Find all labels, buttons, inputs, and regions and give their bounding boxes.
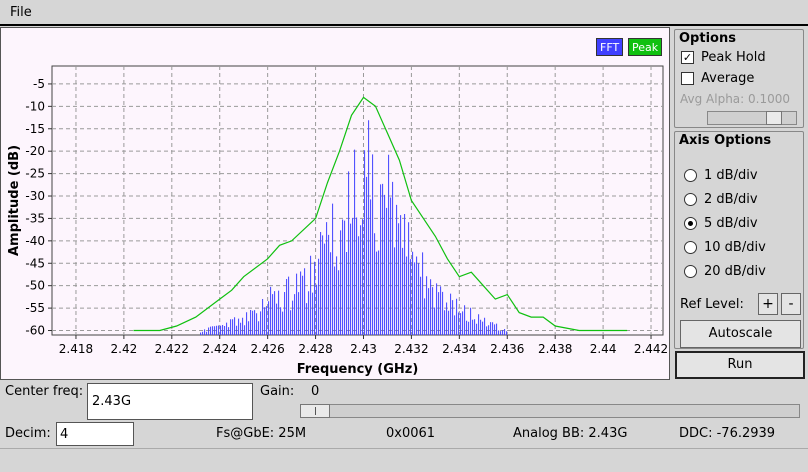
x-tick-label: 2.422: [155, 342, 189, 356]
x-tick-label: 2.43: [350, 342, 377, 356]
y-tick-label: -50: [25, 279, 45, 293]
options-title: Options: [679, 31, 736, 46]
x-tick-label: 2.428: [298, 342, 332, 356]
x-tick-label: 2.432: [394, 342, 428, 356]
x-tick-label: 2.434: [442, 342, 476, 356]
x-tick-label: 2.424: [203, 342, 237, 356]
peak-hold-label: Peak Hold: [701, 50, 766, 65]
radio-icon[interactable]: [684, 241, 697, 254]
file-menu[interactable]: File: [10, 5, 32, 20]
status-bar: [0, 448, 808, 472]
dbdiv-radio-label: 10 dB/div: [704, 240, 766, 255]
ref-level-minus-button[interactable]: -: [781, 293, 801, 315]
avg-alpha-slider-handle[interactable]: [766, 111, 782, 125]
avg-alpha-label: Avg Alpha: 0.1000: [680, 92, 791, 106]
peak-series: [133, 96, 628, 332]
y-tick-label: -55: [25, 301, 45, 315]
x-tick-label: 2.42: [111, 342, 138, 356]
y-tick-label: -25: [25, 167, 45, 181]
spectrum-chart: 2.418 2.42 2.422 2.424 2.426 2.428 2.43 2.432 2.…: [7, 65, 668, 377]
y-tick-label: -40: [25, 234, 45, 248]
decim-input[interactable]: [56, 422, 134, 446]
x-tick-label: 2.426: [250, 342, 284, 356]
x-tick-label: 2.436: [490, 342, 524, 356]
x-axis-label: Frequency (GHz): [297, 362, 419, 377]
center-freq-label: Center freq:: [5, 384, 84, 399]
fs-status: Fs@GbE: 25M: [216, 426, 307, 441]
run-button[interactable]: Run: [675, 351, 805, 379]
y-tick-label: -60: [25, 324, 45, 338]
autoscale-button[interactable]: Autoscale: [680, 320, 801, 348]
legend-peak: Peak: [628, 38, 663, 56]
radio-icon[interactable]: [684, 265, 697, 278]
y-axis-label: Amplitude (dB): [7, 145, 22, 256]
y-tick-label: -5: [33, 77, 45, 91]
axis-options-title: Axis Options: [679, 133, 772, 148]
x-tick-label: 2.418: [59, 342, 93, 356]
radio-icon[interactable]: [684, 169, 697, 182]
dbdiv-radio-label: 1 dB/div: [704, 168, 758, 183]
average-label: Average: [701, 71, 755, 86]
axis-options-group: Axis Options 1 dB/div 2 dB/div 5 dB/div 10 …: [674, 131, 804, 349]
options-group: Options ✓ Peak Hold Average Avg Alpha: 0…: [674, 29, 804, 128]
gain-slider[interactable]: [300, 404, 800, 418]
dbdiv-radio-label: 5 dB/div: [704, 216, 758, 231]
analog-bb-status: Analog BB: 2.43G: [513, 426, 628, 441]
y-tick-label: -35: [25, 211, 45, 225]
dbdiv-radio-4[interactable]: 20 dB/div: [684, 264, 766, 279]
average-checkbox[interactable]: Average: [681, 71, 754, 86]
y-tick-label: -20: [25, 144, 45, 158]
dbdiv-radio-0[interactable]: 1 dB/div: [684, 168, 758, 183]
radio-icon[interactable]: [684, 193, 697, 206]
gain-label: Gain:: [260, 384, 295, 399]
center-freq-input[interactable]: [87, 383, 253, 420]
legend-fft: FFT: [596, 38, 624, 56]
ddc-status: DDC: -76.2939: [679, 426, 776, 441]
y-tick-label: -15: [25, 122, 45, 136]
radio-icon[interactable]: [684, 217, 697, 230]
bottom-panel: Center freq: Gain: 0 Decim: Fs@GbE: 25M …: [0, 381, 808, 472]
fft-series: [200, 120, 508, 335]
peak-hold-checkbox[interactable]: ✓ Peak Hold: [681, 50, 766, 65]
dbdiv-radio-3[interactable]: 10 dB/div: [684, 240, 766, 255]
side-panel: Options ✓ Peak Hold Average Avg Alpha: 0…: [672, 27, 808, 380]
ref-level-plus-button[interactable]: +: [758, 293, 778, 315]
decim-label: Decim:: [5, 426, 51, 441]
spectrum-plot: 2.418 2.42 2.422 2.424 2.426 2.428 2.43 2.432 2.…: [0, 27, 670, 380]
y-tick-label: -45: [25, 256, 45, 270]
ref-level-label: Ref Level:: [680, 297, 744, 312]
y-tick-label: -10: [25, 99, 45, 113]
gain-slider-handle[interactable]: [300, 404, 330, 418]
x-tick-label: 2.438: [538, 342, 572, 356]
average-check-icon[interactable]: [681, 72, 694, 85]
avg-alpha-slider[interactable]: [707, 111, 797, 125]
dbdiv-radio-label: 20 dB/div: [704, 264, 766, 279]
dbdiv-radio-1[interactable]: 2 dB/div: [684, 192, 758, 207]
hex-status: 0x0061: [386, 426, 436, 441]
menu-bar: File: [0, 0, 808, 26]
plot-area: [51, 65, 664, 336]
y-tick-label: -30: [25, 189, 45, 203]
dbdiv-radio-label: 2 dB/div: [704, 192, 758, 207]
dbdiv-radio-2[interactable]: 5 dB/div: [684, 216, 758, 231]
gain-value: 0: [311, 384, 320, 399]
x-tick-label: 2.442: [634, 342, 668, 356]
peak-hold-check-icon[interactable]: ✓: [681, 51, 694, 64]
x-tick-label: 2.44: [590, 342, 617, 356]
